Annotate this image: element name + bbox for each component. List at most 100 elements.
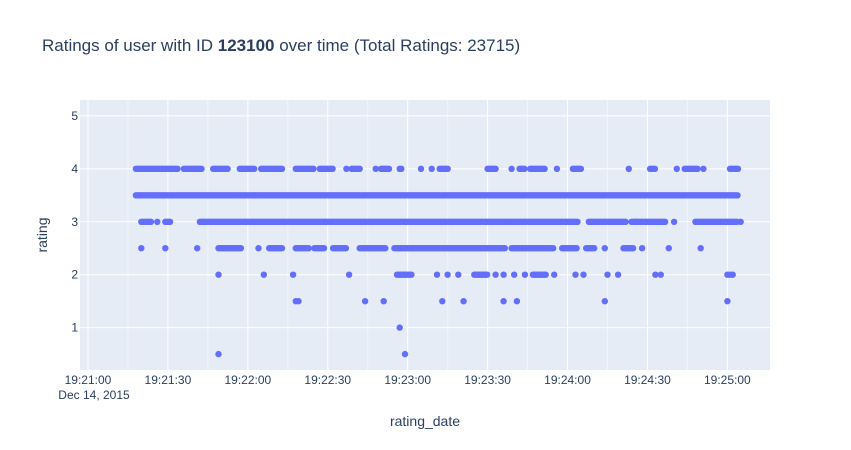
scatter-point <box>401 350 409 358</box>
x-tick-label: 19:21:00 <box>65 373 112 387</box>
y-tick-label: 5 <box>71 109 78 123</box>
scatter-point <box>665 245 672 252</box>
x-tick-label: 19:23:00 <box>384 373 431 387</box>
chart-title: Ratings of user with ID 123100 over time… <box>42 36 520 55</box>
scatter-point <box>638 245 646 252</box>
scatter-point <box>345 271 353 278</box>
scatter-point <box>343 165 350 172</box>
scatter-point <box>174 165 181 172</box>
scatter-point <box>147 218 155 225</box>
scatter-point <box>700 165 707 172</box>
scatter-point <box>651 165 659 172</box>
scatter-point <box>278 165 286 172</box>
data-points <box>132 165 744 358</box>
scatter-point <box>572 271 579 278</box>
scatter-point <box>657 271 664 278</box>
scatter-point <box>542 271 549 278</box>
scatter-point <box>455 271 462 278</box>
scatter-point <box>652 271 659 278</box>
plot-area <box>80 100 770 370</box>
y-tick-label: 1 <box>71 321 78 335</box>
scatter-point <box>521 271 529 278</box>
scatter-point <box>734 192 741 199</box>
scatter-point <box>541 165 548 172</box>
scatter-point <box>550 245 557 252</box>
scatter-point <box>444 271 451 278</box>
x-axis-title: rating_date <box>390 413 460 429</box>
scatter-point <box>310 165 317 172</box>
scatter-point <box>289 271 297 278</box>
scatter-point <box>215 271 222 278</box>
scatter-point <box>577 165 585 172</box>
scatter-point <box>629 245 637 252</box>
scatter-point <box>194 165 201 172</box>
scatter-point <box>500 298 507 305</box>
scatter-point <box>305 245 312 252</box>
scatter-point <box>166 218 174 225</box>
chart-title-suffix: over time (Total Ratings: 23715) <box>274 36 520 55</box>
chart-title-prefix: Ratings of user with ID <box>42 36 218 55</box>
scatter-point <box>408 271 415 278</box>
scatter-point <box>361 298 369 305</box>
scatter-point <box>573 245 580 252</box>
scatter-point <box>385 165 393 172</box>
scatter-point <box>697 245 704 252</box>
scatter-point <box>601 245 608 252</box>
scatter-point <box>396 324 403 331</box>
scatter-point <box>724 298 731 305</box>
scatter-point <box>591 245 598 252</box>
scatter-point <box>553 165 561 172</box>
scatter-point <box>625 165 632 172</box>
scatter-point <box>601 298 608 305</box>
scatter-point <box>356 165 363 172</box>
x-tick-label: 19:21:30 <box>145 373 192 387</box>
scatter-point <box>260 271 267 278</box>
scatter-point <box>501 245 508 252</box>
x-axis-date-label: Dec 14, 2015 <box>58 388 130 402</box>
scatter-point <box>237 245 245 252</box>
scatter-point <box>508 165 515 172</box>
y-axis-tick-labels: 1 2 3 4 5 <box>71 109 78 335</box>
scatter-point <box>633 218 640 225</box>
y-axis-title: rating <box>34 217 50 252</box>
scatter-point <box>224 165 231 172</box>
scatter-point <box>513 298 521 305</box>
scatter-point <box>661 218 669 225</box>
scatter-point <box>380 298 387 305</box>
scatter-point <box>439 298 446 305</box>
y-tick-label: 2 <box>71 268 78 282</box>
scatter-point <box>398 165 405 172</box>
chart-title-user-id: 123100 <box>218 36 275 55</box>
scatter-point <box>500 271 507 278</box>
scatter-point <box>329 165 336 172</box>
scatter-point <box>521 165 528 172</box>
scatter-point <box>737 218 744 225</box>
scatter-point <box>622 218 629 225</box>
scatter-point <box>162 245 169 252</box>
x-tick-label: 19:25:00 <box>704 373 751 387</box>
scatter-point <box>154 218 161 225</box>
scatter-point <box>460 298 467 305</box>
scatter-point <box>492 165 499 172</box>
scatter-point <box>138 245 145 252</box>
scatter-point <box>278 245 286 252</box>
x-tick-label: 19:24:30 <box>624 373 671 387</box>
scatter-point <box>251 165 258 172</box>
scatter-point <box>444 165 451 172</box>
y-tick-label: 4 <box>71 162 78 176</box>
scatter-point <box>215 350 222 358</box>
scatter-point <box>320 245 328 252</box>
scatter-point <box>428 165 435 172</box>
x-tick-label: 19:24:00 <box>544 373 591 387</box>
scatter-point <box>670 218 678 225</box>
scatter-point <box>492 271 499 278</box>
scatter-point <box>694 165 701 172</box>
scatter-point <box>614 271 622 278</box>
scatter-point <box>511 271 518 278</box>
scatter-point <box>433 271 441 278</box>
scatter-point <box>574 218 581 225</box>
scatter-point <box>342 245 350 252</box>
scatter-point <box>417 165 425 172</box>
scatter-point <box>729 271 736 278</box>
